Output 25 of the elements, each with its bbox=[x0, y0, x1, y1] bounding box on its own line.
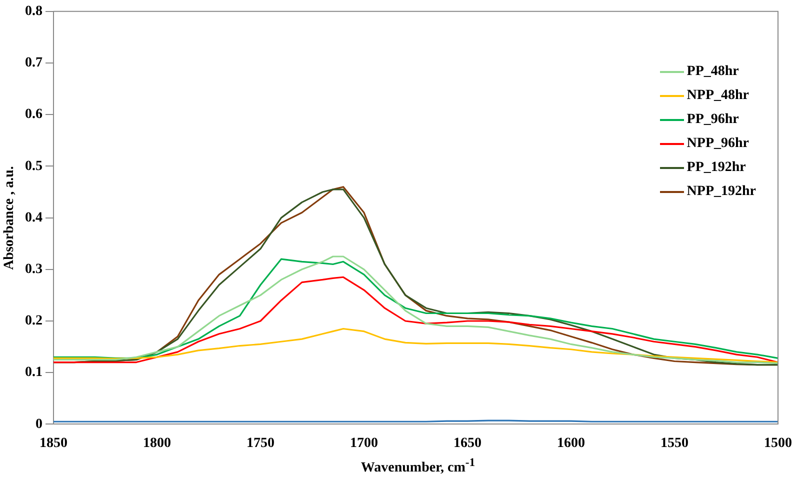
y-tick-label: 0.8 bbox=[25, 4, 42, 20]
y-axis-title: Absorbance , a.u. bbox=[2, 166, 18, 270]
x-tick-label: 1850 bbox=[40, 436, 68, 452]
legend-label: NPP_192hr bbox=[686, 184, 756, 200]
x-axis-title: Wavenumber, cm$^{-1}$ bbox=[360, 456, 476, 477]
x-tick-label: 1800 bbox=[143, 436, 171, 452]
legend-label: NPP_48hr bbox=[686, 88, 749, 104]
x-tick-label: 1750 bbox=[246, 436, 274, 452]
y-tick-label: 0.6 bbox=[25, 107, 42, 122]
x-tick-label: 1550 bbox=[660, 436, 688, 452]
x-tick-label: 1700 bbox=[350, 436, 378, 452]
x-tick-label: 1500 bbox=[764, 436, 792, 452]
y-tick-label: 0.1 bbox=[25, 365, 42, 380]
y-tick-label: 0.2 bbox=[25, 314, 42, 329]
x-tick-label: 1600 bbox=[557, 436, 585, 452]
y-tick-label: 0.4 bbox=[25, 210, 42, 226]
legend-label: PP_192hr bbox=[686, 160, 746, 176]
legend-label: PP_48hr bbox=[686, 64, 739, 80]
y-tick-label: 0.5 bbox=[25, 158, 42, 174]
legend-label: NPP_96hr bbox=[686, 136, 749, 152]
y-tick-label: 0 bbox=[36, 416, 42, 432]
y-tick-label: 0.7 bbox=[25, 56, 42, 71]
legend-label: PP_96hr bbox=[686, 112, 739, 128]
y-tick-label: 0.3 bbox=[25, 262, 42, 278]
x-tick-label: 1650 bbox=[454, 436, 482, 452]
